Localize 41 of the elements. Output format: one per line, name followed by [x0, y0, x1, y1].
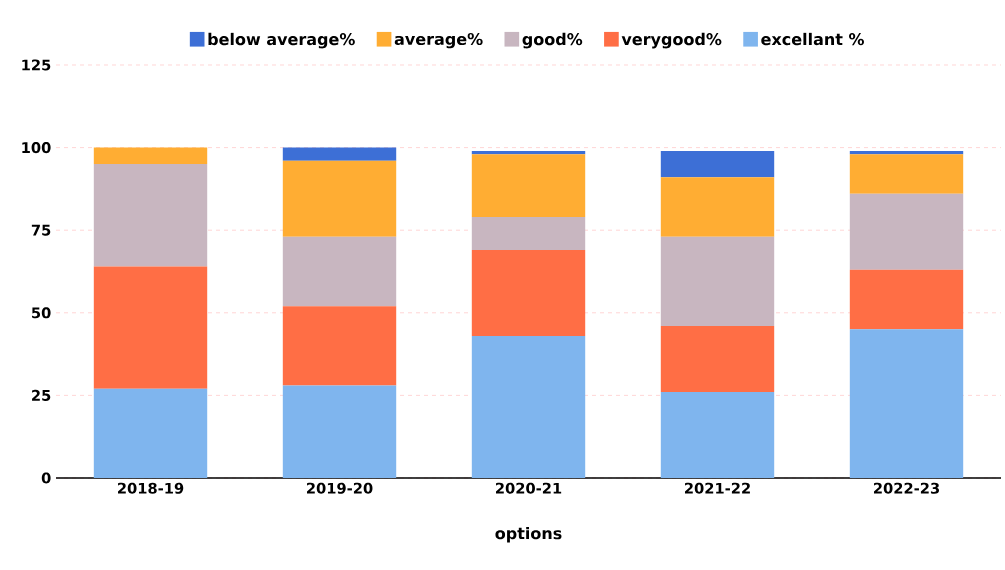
- legend-label: average%: [394, 32, 483, 49]
- bar: [471, 150, 586, 155]
- legend-label: excellant %: [761, 32, 864, 46]
- y-tick-label: 75: [31, 224, 51, 236]
- x-tick-label: 2022-23: [873, 482, 939, 494]
- x-tick-label: 2019-20: [307, 482, 373, 494]
- bar: [660, 177, 775, 237]
- bar: [93, 164, 208, 267]
- y-tick-label: 0: [41, 472, 51, 484]
- bar: [660, 326, 775, 393]
- y-tick-label: 125: [22, 59, 51, 71]
- bar: [849, 154, 964, 194]
- y-tick-label: 50: [32, 307, 51, 319]
- bar: [471, 154, 586, 217]
- x-tick-label: 2018-19: [118, 482, 184, 494]
- bar: [660, 392, 775, 478]
- bar: [93, 147, 208, 165]
- bar: [660, 236, 775, 326]
- bar: [471, 335, 586, 478]
- x-tick-label: 2020-21: [496, 482, 562, 494]
- x-tick-label: 2021-22: [685, 482, 750, 494]
- bar: [282, 385, 397, 478]
- bar: [849, 150, 964, 155]
- bar: [282, 236, 397, 307]
- bar: [282, 147, 397, 161]
- y-tick-label: 25: [32, 389, 51, 401]
- bar: [849, 193, 964, 270]
- bar: [282, 306, 397, 386]
- bar: [93, 266, 208, 389]
- bar: [93, 388, 208, 478]
- bar: [849, 269, 964, 330]
- bar: [849, 329, 964, 478]
- bar: [660, 150, 775, 178]
- bar: [471, 216, 586, 251]
- bar: [282, 160, 397, 237]
- legend-label: below average%: [208, 32, 355, 49]
- legend-label: good%: [522, 32, 583, 49]
- x-axis-title: options: [495, 526, 562, 543]
- legend-label: verygood%: [621, 32, 722, 49]
- y-tick-label: 100: [22, 142, 51, 154]
- bar: [471, 250, 586, 336]
